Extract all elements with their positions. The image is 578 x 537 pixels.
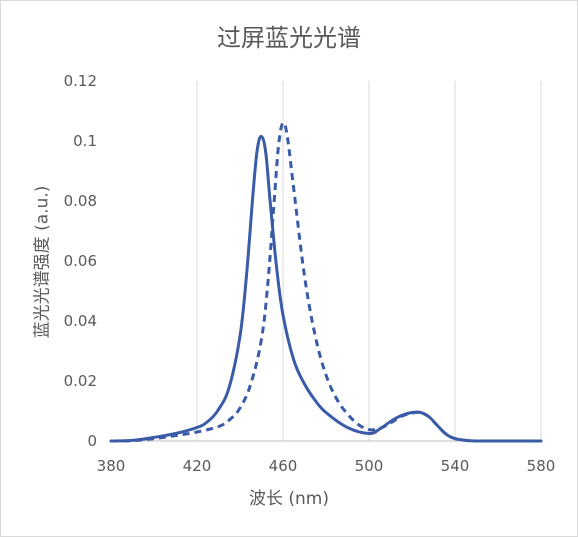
chart-title: 过屏蓝光光谱	[217, 24, 361, 52]
gridlines	[196, 81, 542, 441]
y-tick-labels: 0 0.02 0.04 0.06 0.08 0.1 0.12	[64, 72, 97, 450]
x-tick-label: 540	[441, 457, 470, 475]
x-tick-label: 500	[355, 457, 384, 475]
y-tick-label: 0.08	[64, 192, 97, 210]
x-tick-label: 380	[97, 457, 126, 475]
y-tick-label: 0.06	[64, 252, 97, 270]
y-tick-label: 0	[87, 432, 97, 450]
x-tick-label: 420	[183, 457, 212, 475]
y-tick-label: 0.1	[73, 132, 97, 150]
series-line-dashed	[110, 121, 541, 443]
x-tick-label: 460	[269, 457, 298, 475]
y-tick-label: 0.02	[64, 372, 97, 390]
y-tick-label: 0.04	[64, 312, 97, 330]
x-axis-label: 波长 (nm)	[248, 489, 329, 509]
series-line-solid	[109, 134, 543, 443]
series-lines	[109, 121, 543, 443]
y-tick-label: 0.12	[64, 72, 97, 90]
x-tick-labels: 380 420 460 500 540 580	[97, 457, 556, 475]
x-tick-label: 580	[527, 457, 556, 475]
